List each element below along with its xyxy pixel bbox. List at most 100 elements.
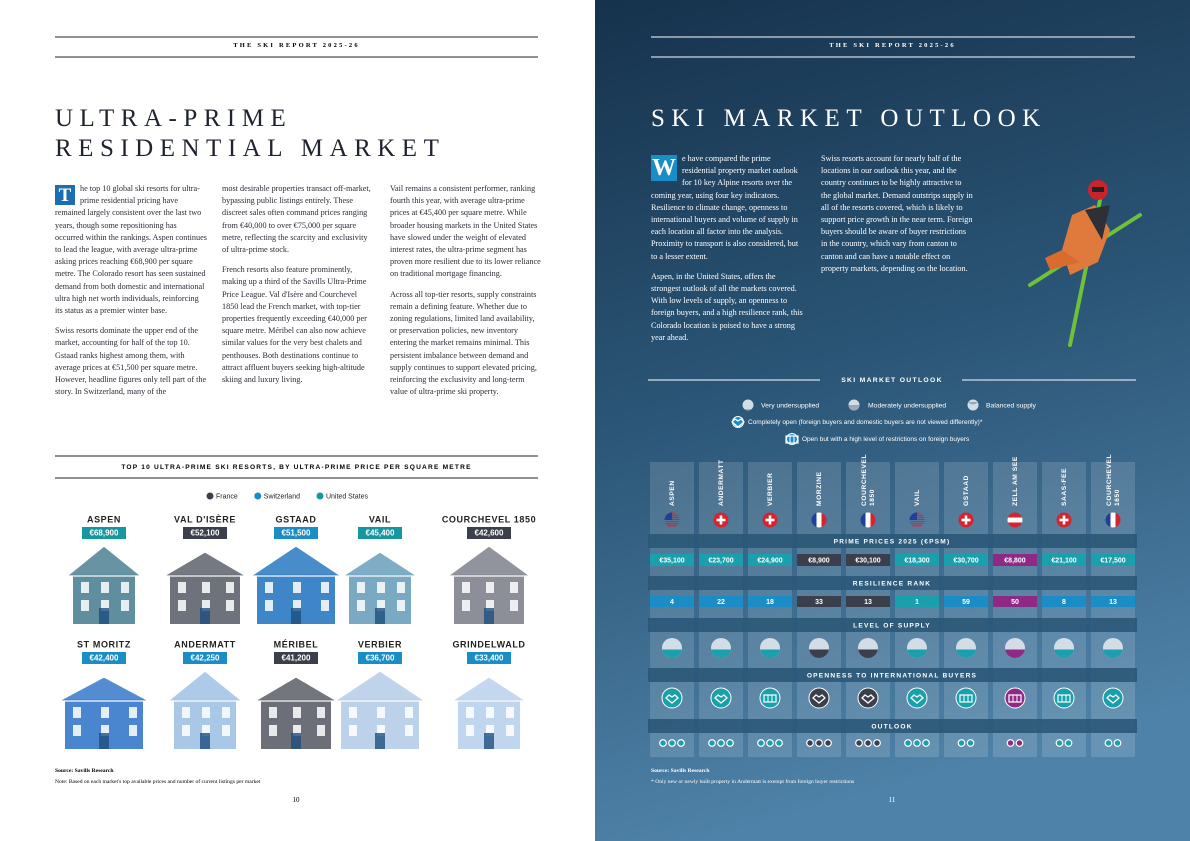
resort-name: VERBIER bbox=[767, 472, 774, 506]
outlook-dot bbox=[708, 739, 716, 747]
supply-fill bbox=[711, 649, 731, 658]
resort-price: €51,500 bbox=[282, 529, 311, 538]
resort-price: €24,900 bbox=[757, 557, 782, 564]
price-box bbox=[1042, 554, 1086, 566]
house-window bbox=[101, 707, 109, 718]
flag-canton bbox=[909, 512, 917, 520]
resort-name: VAIL bbox=[369, 514, 391, 524]
house-window bbox=[182, 707, 190, 718]
house-roof bbox=[340, 551, 420, 577]
legend-label: Balanced supply bbox=[986, 402, 1036, 409]
outlook-dot bbox=[677, 739, 685, 747]
row-label: RESILIENCE RANK bbox=[853, 580, 931, 587]
house-door bbox=[200, 608, 210, 624]
price-box bbox=[846, 554, 890, 566]
resort-name: VERBIER bbox=[358, 639, 402, 649]
outlook-dot bbox=[717, 739, 725, 747]
house-door bbox=[375, 733, 385, 749]
resort-name: COURCHEVEL 1850 bbox=[442, 514, 536, 524]
price-box bbox=[82, 527, 126, 539]
handshake-glyph bbox=[812, 694, 826, 704]
price-box bbox=[944, 554, 988, 566]
house-window bbox=[101, 725, 109, 736]
flag-cross bbox=[1059, 518, 1069, 522]
flag-stripe bbox=[870, 512, 876, 528]
section-band bbox=[648, 719, 1137, 733]
price-box bbox=[748, 554, 792, 566]
resort-price: €52,100 bbox=[191, 529, 220, 538]
left-title: RESIDENTIAL MARKET bbox=[55, 135, 446, 162]
outlook-dot bbox=[775, 739, 783, 747]
outlook-dot bbox=[815, 739, 823, 747]
paragraph: Across all top-tier resorts, supply cons… bbox=[390, 289, 537, 397]
flag-stripe bbox=[1007, 517, 1023, 523]
supply-icon bbox=[742, 399, 754, 411]
legend-label: France bbox=[216, 493, 238, 500]
text-column: Vail remains a consistent performer, ran… bbox=[390, 183, 542, 406]
flag-body bbox=[762, 512, 778, 528]
resort-price: €8,800 bbox=[1004, 557, 1026, 564]
outlook-dot bbox=[1015, 739, 1024, 747]
outlook-dot bbox=[922, 739, 930, 747]
house-door bbox=[99, 733, 109, 749]
section-band bbox=[648, 668, 1137, 682]
row-label: PRIME PRICES 2025 (€PSM) bbox=[834, 538, 951, 545]
resort-price: €68,900 bbox=[90, 529, 119, 538]
openness-icon bbox=[710, 687, 732, 709]
supply-fill bbox=[858, 649, 878, 658]
house-window bbox=[101, 600, 109, 611]
house-window bbox=[202, 725, 210, 736]
house-window bbox=[486, 600, 494, 611]
paragraph: French resorts also feature prominently,… bbox=[222, 265, 367, 385]
house-window bbox=[129, 707, 137, 718]
flag-stripe bbox=[860, 512, 866, 528]
row-label: OPENNESS TO INTERNATIONAL BUYERS bbox=[807, 672, 977, 679]
house-window bbox=[317, 725, 325, 736]
house-roof bbox=[333, 670, 427, 702]
supply-fill bbox=[848, 405, 860, 411]
flag bbox=[1056, 512, 1072, 528]
resilience-rank: 13 bbox=[1109, 599, 1117, 606]
house-window bbox=[405, 725, 413, 736]
gate-glyph bbox=[1057, 694, 1071, 703]
flag bbox=[1105, 512, 1121, 528]
resort-price: €21,100 bbox=[1051, 557, 1076, 564]
flag-stripe bbox=[909, 525, 925, 527]
house-window bbox=[462, 600, 470, 611]
rank-box bbox=[797, 596, 841, 607]
house-window bbox=[226, 582, 234, 593]
house-window bbox=[317, 707, 325, 718]
resort-price: €33,400 bbox=[475, 654, 504, 663]
house-door bbox=[375, 608, 385, 624]
outlook-dot bbox=[757, 739, 765, 747]
resilience-rank: 4 bbox=[670, 599, 674, 606]
openness-icon bbox=[1053, 687, 1075, 709]
house-illustration bbox=[252, 676, 340, 749]
house-window bbox=[73, 707, 81, 718]
price-box bbox=[1091, 554, 1135, 566]
resort-name: ANDERMATT bbox=[174, 639, 236, 649]
rank-box bbox=[1042, 596, 1086, 607]
flag-canton bbox=[664, 512, 672, 520]
outlook-title: SKI MARKET OUTLOOK bbox=[841, 377, 943, 384]
gate-glyph bbox=[785, 435, 799, 444]
house-door bbox=[484, 733, 494, 749]
outlook-dot bbox=[824, 739, 832, 747]
right-running-header: THE SKI REPORT 2025-26 bbox=[829, 42, 956, 49]
flag-stripe bbox=[664, 521, 680, 523]
resort-price: €42,250 bbox=[191, 654, 220, 663]
handshake-glyph bbox=[665, 694, 679, 704]
resilience-rank: 50 bbox=[1011, 599, 1019, 606]
rank-box bbox=[895, 596, 939, 607]
supply-fill bbox=[956, 649, 976, 658]
house-illustration bbox=[161, 551, 249, 624]
text-column: most desirable properties transact off-m… bbox=[222, 183, 374, 394]
paragraph: most desirable properties transact off-m… bbox=[222, 184, 371, 255]
supply-fill bbox=[1054, 649, 1074, 658]
resort-price: €30,100 bbox=[855, 557, 880, 564]
handshake-glyph bbox=[861, 694, 875, 704]
openness-icon bbox=[955, 687, 977, 709]
outlook-dot bbox=[1064, 739, 1073, 747]
